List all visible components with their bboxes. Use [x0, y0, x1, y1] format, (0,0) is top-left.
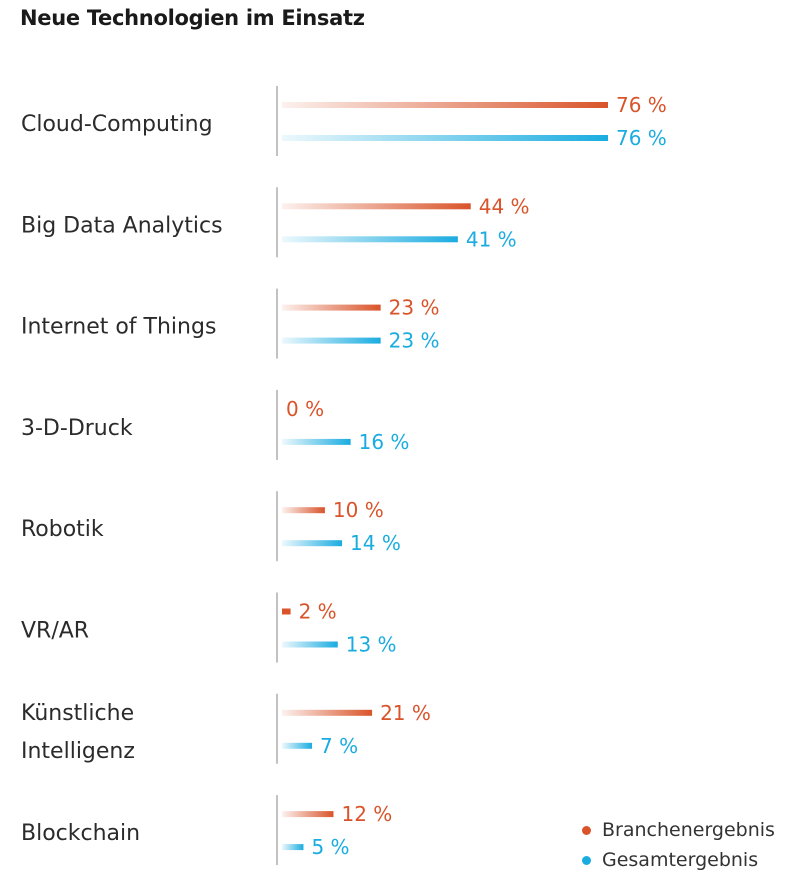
bar-gesamtergebnis — [282, 641, 338, 648]
legend-label-branchenergebnis: Branchenergebnis — [602, 819, 775, 841]
data-label: 0 % — [286, 397, 324, 421]
category-label: Cloud-Computing — [21, 112, 213, 137]
data-label: 7 % — [320, 734, 358, 758]
bar-gesamtergebnis — [282, 540, 343, 547]
bar-branchenergebnis — [282, 608, 291, 615]
data-label: 14 % — [350, 531, 401, 555]
category-label: Künstliche — [21, 701, 134, 726]
bar-branchenergebnis — [282, 507, 325, 514]
bar-gesamtergebnis — [282, 236, 458, 243]
category-label: 3-D-Druck — [21, 416, 133, 441]
data-label: 16 % — [359, 430, 410, 454]
bar-gesamtergebnis — [282, 135, 608, 141]
legend-swatch-gesamtergebnis — [582, 855, 591, 865]
data-label: 23 % — [389, 329, 440, 353]
legend-item-branchenergebnis: Branchenergebnis — [582, 815, 775, 845]
data-label: 76 % — [616, 126, 667, 150]
data-label: 13 % — [346, 633, 397, 657]
legend: Branchenergebnis Gesamtergebnis — [582, 815, 775, 875]
bar-branchenergebnis — [282, 811, 334, 818]
data-label: 41 % — [466, 227, 517, 251]
data-label: 2 % — [299, 600, 337, 624]
data-label: 23 % — [389, 296, 440, 320]
category-label: Robotik — [21, 517, 104, 542]
bar-gesamtergebnis — [282, 844, 304, 851]
data-label: 76 % — [616, 93, 667, 117]
category-label: Big Data Analytics — [21, 213, 223, 238]
data-label: 5 % — [311, 835, 349, 859]
bar-gesamtergebnis — [282, 438, 351, 445]
bar-branchenergebnis — [282, 709, 373, 716]
bar-branchenergebnis — [282, 102, 608, 108]
category-label: Intelligenz — [21, 739, 135, 764]
category-label: VR/AR — [21, 619, 89, 644]
category-label: Blockchain — [21, 821, 140, 846]
legend-item-gesamtergebnis: Gesamtergebnis — [582, 845, 775, 875]
data-label: 12 % — [341, 802, 392, 826]
legend-label-gesamtergebnis: Gesamtergebnis — [602, 849, 759, 871]
bar-gesamtergebnis — [282, 742, 313, 749]
data-label: 21 % — [380, 701, 431, 725]
data-label: 10 % — [333, 498, 384, 522]
legend-swatch-branchenergebnis — [582, 825, 591, 835]
data-label: 44 % — [479, 194, 530, 218]
chart-title: Neue Technologien im Einsatz — [20, 6, 365, 30]
category-label: Internet of Things — [21, 315, 216, 340]
bar-gesamtergebnis — [282, 337, 381, 344]
bar-branchenergebnis — [282, 304, 381, 311]
bar-branchenergebnis — [282, 203, 471, 210]
